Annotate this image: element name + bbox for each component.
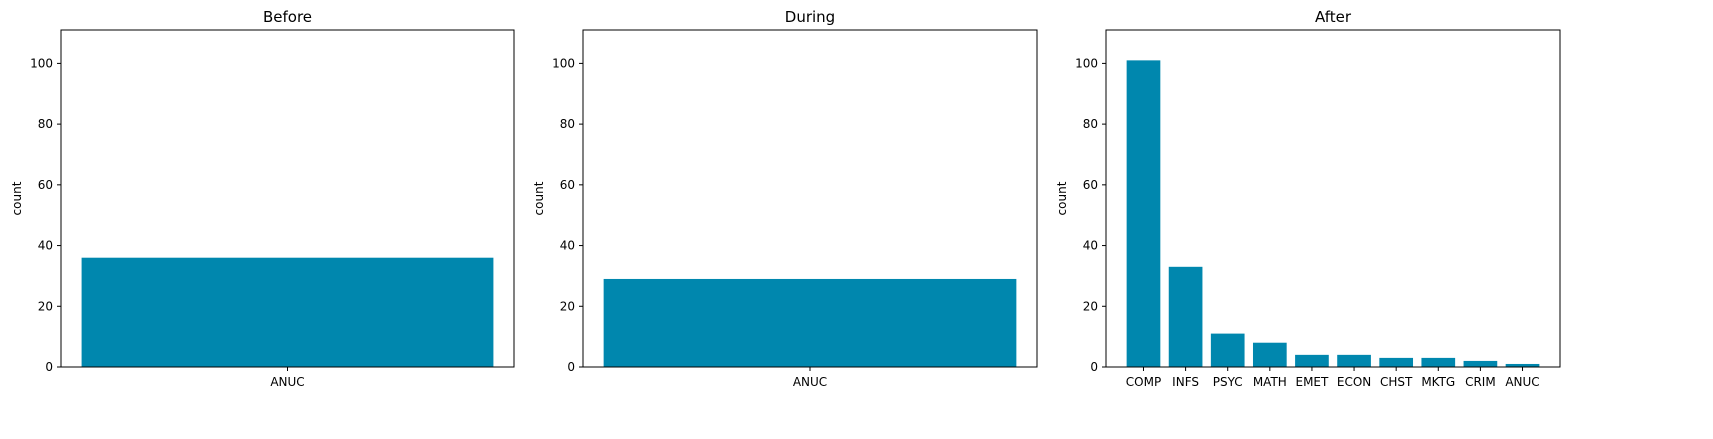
y-tick-label: 0: [567, 360, 575, 374]
y-tick-label: 60: [1083, 178, 1098, 192]
chart-title: During: [785, 8, 835, 26]
y-tick-label: 60: [38, 178, 53, 192]
y-tick-label: 100: [552, 56, 575, 70]
x-tick-label: INFS: [1172, 375, 1199, 389]
x-tick-label: ANUC: [1505, 375, 1539, 389]
y-tick-label: 60: [560, 178, 575, 192]
y-tick-label: 0: [45, 360, 53, 374]
bar-mktg: [1421, 357, 1456, 367]
y-tick-label: 40: [1083, 239, 1098, 253]
x-tick-label: ANUC: [793, 375, 827, 389]
chart-panel-2: ANUC 0 20 40 60 80 100 During count: [532, 8, 1038, 389]
bar-math: [1252, 342, 1287, 367]
y-tick-label: 20: [560, 299, 575, 313]
chart-panel-3: COMP INFS PSYC MATH EMET ECON CHST MKTG CRIM ANUC…: [1055, 8, 1561, 389]
x-tick-label: MKTG: [1421, 375, 1455, 389]
y-tick-label: 80: [560, 117, 575, 131]
y-tick-label: 40: [38, 239, 53, 253]
bar-emet: [1295, 354, 1329, 367]
x-tick-label: PSYC: [1213, 375, 1243, 389]
y-tick-label: 20: [1083, 299, 1098, 313]
x-tick-label: COMP: [1126, 375, 1161, 389]
bar-anuc: [603, 278, 1017, 367]
chart-title: After: [1315, 8, 1352, 26]
bar-comp: [1126, 60, 1161, 368]
x-tick-label: CHST: [1380, 375, 1413, 389]
plot-frame: [582, 29, 1038, 368]
y-axis-label: count: [1055, 181, 1069, 215]
chart-title: Before: [263, 8, 312, 26]
bar-anuc: [1505, 363, 1540, 367]
chart-panel-1: ANUC 0 20 40 60 80 100 Before count: [10, 8, 515, 389]
y-tick-label: 20: [38, 299, 53, 313]
x-tick-label: ANUC: [270, 375, 304, 389]
plot-frame: [60, 29, 515, 368]
y-axis-label: count: [10, 181, 24, 215]
bar-econ: [1337, 354, 1371, 367]
y-tick-label: 100: [30, 56, 53, 70]
bar-crim: [1463, 360, 1498, 367]
x-tick-label: EMET: [1296, 375, 1330, 389]
y-tick-label: 100: [1075, 56, 1098, 70]
bar-infs: [1168, 266, 1203, 367]
bar-chst: [1379, 357, 1414, 367]
y-tick-label: 80: [1083, 117, 1098, 131]
y-tick-label: 0: [1090, 360, 1098, 374]
plot-frame: [1105, 29, 1561, 368]
y-tick-label: 80: [38, 117, 53, 131]
bar-psyc: [1210, 333, 1245, 367]
x-tick-label: ECON: [1337, 375, 1371, 389]
y-tick-label: 40: [560, 239, 575, 253]
x-tick-label: CRIM: [1465, 375, 1496, 389]
x-tick-label: MATH: [1253, 375, 1287, 389]
bar-anuc: [81, 257, 494, 367]
y-axis-label: count: [532, 181, 546, 215]
